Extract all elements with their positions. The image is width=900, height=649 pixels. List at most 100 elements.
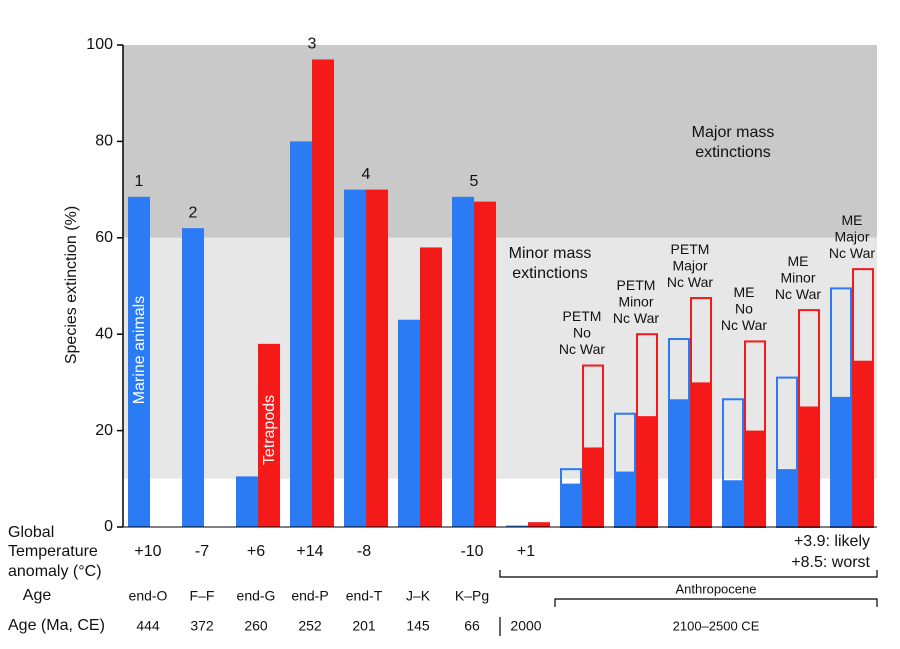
bar — [506, 525, 528, 527]
bracket — [554, 598, 878, 607]
legend-label: Marine animals — [131, 296, 148, 404]
bar-label: Major — [672, 257, 707, 273]
bar-label: 1 — [135, 173, 144, 190]
bar-label: PETM — [563, 308, 602, 324]
y-tick-label: 100 — [86, 36, 113, 53]
age-value: 201 — [352, 618, 376, 634]
bar — [560, 483, 582, 527]
bar-label: Nc War — [721, 317, 767, 333]
y-tick-label: 80 — [95, 133, 113, 150]
bar — [776, 469, 798, 527]
x-tick-label: end-O — [129, 588, 168, 604]
temperature: +1 — [517, 543, 535, 560]
range-label: +3.9: likely — [794, 533, 870, 550]
bar — [722, 480, 744, 527]
bar — [398, 319, 420, 527]
bar — [614, 471, 636, 527]
temperature: +10 — [134, 543, 161, 560]
bar — [290, 141, 312, 527]
x-tick-label: K–Pg — [455, 588, 489, 604]
bar-label: Nc War — [559, 341, 605, 357]
x-tick-label: end-P — [291, 588, 328, 604]
bar — [798, 406, 820, 527]
bar — [690, 382, 712, 527]
bars — [128, 59, 874, 529]
bar-label: ME — [842, 212, 863, 228]
age-value: 372 — [190, 618, 214, 634]
row-label: Age (Ma, CE) — [8, 617, 105, 634]
age-value: 145 — [406, 618, 430, 634]
y-axis-title: Species extinction (%) — [63, 206, 80, 364]
bar — [474, 201, 496, 527]
range-label: 2100–2500 CE — [673, 618, 760, 633]
age-value: 444 — [136, 618, 160, 634]
bar-label: Minor — [618, 293, 653, 309]
bar — [744, 430, 766, 527]
band-label: Minor mass — [509, 245, 592, 262]
bar-label: Nc War — [775, 286, 821, 302]
temperature: -10 — [460, 543, 483, 560]
bar-label: No — [735, 301, 753, 317]
y-tick-label: 60 — [95, 229, 113, 246]
labels: Major mass extinctions Minor mass extinctio… — [86, 36, 875, 634]
bar — [668, 399, 690, 527]
age-value: 2000 — [510, 618, 541, 634]
bar — [452, 196, 474, 527]
bar-label: PETM — [617, 277, 656, 293]
y-tick-label: 40 — [95, 325, 113, 342]
bar-label: Major — [834, 228, 869, 244]
bar — [582, 447, 604, 527]
row-label: Age — [23, 587, 52, 604]
age-value: 252 — [298, 618, 322, 634]
temperature: +14 — [296, 543, 323, 560]
y-tick-label: 0 — [104, 518, 113, 535]
x-tick-label: end-G — [237, 588, 276, 604]
bar — [128, 196, 150, 527]
bar-label: 2 — [189, 204, 198, 221]
band-label: extinctions — [512, 265, 588, 282]
bar — [312, 59, 334, 528]
bar-label: Minor — [780, 269, 815, 285]
age-value: 66 — [464, 618, 480, 634]
range-label: Anthropocene — [676, 581, 757, 596]
bar-label: 4 — [362, 166, 371, 183]
legend-label: Tetrapods — [261, 395, 278, 465]
bar — [852, 360, 874, 527]
bar — [182, 228, 204, 527]
bracket — [499, 570, 878, 578]
temperature: -8 — [357, 543, 371, 560]
y-tick-label: 20 — [95, 422, 113, 439]
row-label: Global — [8, 524, 54, 541]
row-label: Temperature — [8, 543, 98, 560]
band-label: Major mass — [692, 124, 775, 141]
bar — [636, 416, 658, 527]
bar-label: ME — [788, 253, 809, 269]
bar — [366, 189, 388, 527]
bar-label: Nc War — [829, 245, 875, 261]
bar — [344, 189, 366, 527]
x-tick-label: J–K — [406, 588, 431, 604]
bar-label: No — [573, 325, 591, 341]
bar — [528, 522, 550, 527]
bar-label: Nc War — [667, 274, 713, 290]
bar-label: 3 — [308, 36, 317, 53]
bar-label: ME — [734, 284, 755, 300]
age-value: 260 — [244, 618, 268, 634]
range-label: +8.5: worst — [791, 554, 870, 571]
temperature: +6 — [247, 543, 265, 560]
bar — [258, 343, 280, 527]
row-label: anomaly (°C) — [8, 563, 102, 580]
band — [123, 45, 877, 238]
bar-label: PETM — [671, 241, 710, 257]
bar — [830, 396, 852, 527]
x-tick-label: F–F — [190, 588, 215, 604]
bar-label: 5 — [470, 173, 479, 190]
band-label: extinctions — [695, 144, 771, 161]
x-tick-label: end-T — [346, 588, 383, 604]
bands — [123, 45, 877, 479]
bar-label: Nc War — [613, 310, 659, 326]
bar — [420, 247, 442, 527]
bar — [236, 476, 258, 527]
temperature: -7 — [195, 543, 209, 560]
